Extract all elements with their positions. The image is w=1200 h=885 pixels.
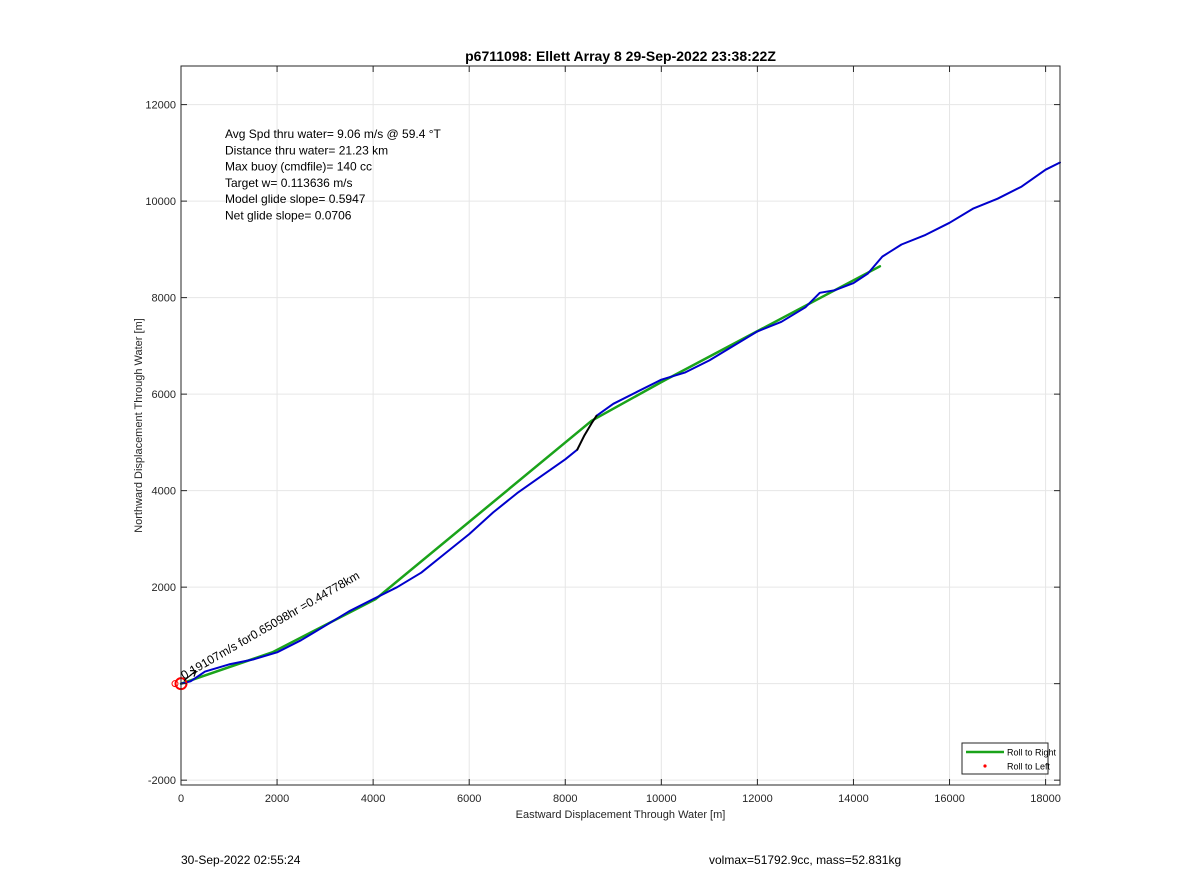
y-tick-label: 6000 bbox=[152, 389, 176, 401]
x-tick-label: 10000 bbox=[646, 793, 677, 805]
footer-stats: volmax=51792.9cc, mass=52.831kg bbox=[709, 853, 902, 867]
x-tick-label: 0 bbox=[178, 793, 184, 805]
y-tick-label: 12000 bbox=[145, 100, 176, 112]
info-line: Model glide slope= 0.5947 bbox=[225, 192, 366, 206]
x-axis-label: Eastward Displacement Through Water [m] bbox=[516, 809, 726, 821]
legend-swatch-dot bbox=[983, 764, 987, 768]
y-tick-label: 8000 bbox=[152, 293, 176, 305]
x-tick-label: 6000 bbox=[457, 793, 481, 805]
axis-ticks: 0 2000 4000 6000 8000 10000 12000 14000 16000 180… bbox=[145, 66, 1061, 805]
y-tick-label: 4000 bbox=[152, 486, 176, 498]
info-line: Net glide slope= 0.0706 bbox=[225, 209, 352, 223]
info-line: Max buoy (cmdfile)= 140 cc bbox=[225, 160, 372, 174]
x-tick-label: 18000 bbox=[1030, 793, 1061, 805]
series-line-3 bbox=[576, 414, 598, 451]
y-tick-label: -2000 bbox=[148, 775, 176, 787]
footer-timestamp: 30-Sep-2022 02:55:24 bbox=[181, 853, 301, 867]
legend-label: Roll to Right bbox=[1007, 748, 1057, 758]
info-line: Avg Spd thru water= 9.06 m/s @ 59.4 °T bbox=[225, 127, 442, 141]
x-tick-label: 12000 bbox=[742, 793, 773, 805]
plot-frame bbox=[180, 65, 1061, 786]
grid-lines bbox=[180, 66, 1060, 785]
y-tick-label: 2000 bbox=[152, 582, 176, 594]
segment-annotation: 0.19107m/s for0.65098hr =0.44778km bbox=[178, 568, 362, 682]
y-axis-label: Northward Displacement Through Water [m] bbox=[133, 318, 145, 533]
series-line-1 bbox=[180, 448, 579, 685]
x-tick-label: 14000 bbox=[838, 793, 869, 805]
y-tick-label: 10000 bbox=[145, 196, 176, 208]
legend-box bbox=[961, 742, 1049, 775]
legend: Roll to Right Roll to Left bbox=[961, 742, 1057, 775]
info-line: Target w= 0.113636 m/s bbox=[225, 176, 353, 190]
x-tick-label: 16000 bbox=[934, 793, 965, 805]
x-tick-label: 8000 bbox=[553, 793, 577, 805]
x-tick-label: 2000 bbox=[265, 793, 289, 805]
info-line: Distance thru water= 21.23 km bbox=[225, 143, 388, 157]
series-layer bbox=[179, 161, 1061, 685]
annotation-arrow-head bbox=[193, 670, 197, 677]
chart-title: p6711098: Ellett Array 8 29-Sep-2022 23:… bbox=[465, 48, 776, 64]
info-text-block: Avg Spd thru water= 9.06 m/s @ 59.4 °T Di… bbox=[225, 127, 442, 223]
start-marker-small bbox=[171, 680, 179, 688]
annotation-arrow bbox=[183, 670, 197, 682]
series-line-2 bbox=[595, 161, 1061, 417]
x-tick-label: 4000 bbox=[361, 793, 385, 805]
legend-label: Roll to Left bbox=[1007, 762, 1051, 772]
